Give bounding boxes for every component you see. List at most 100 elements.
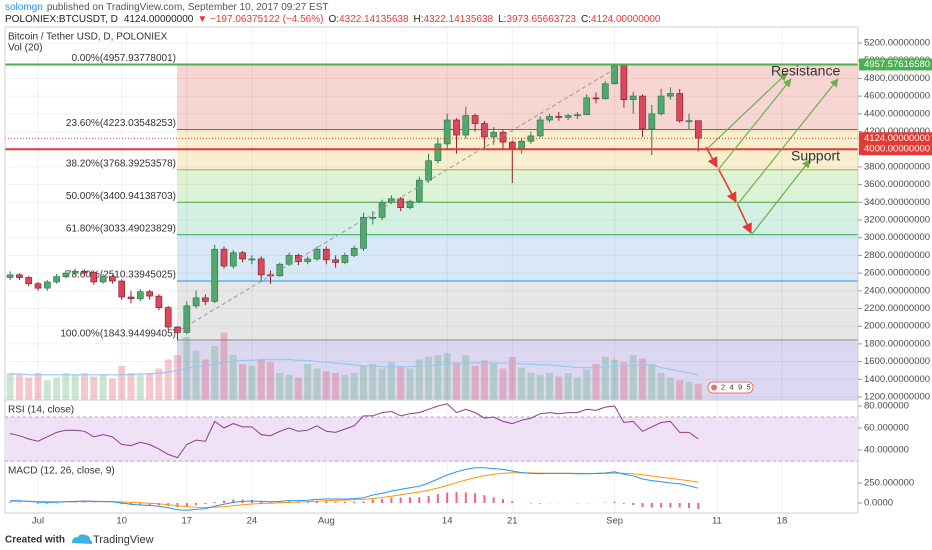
y-tick-label: 2400.00000000 (864, 285, 930, 296)
candle-body (81, 270, 88, 273)
candle-body (546, 116, 553, 121)
candle-body (53, 276, 60, 283)
candle-body (295, 255, 302, 262)
ohlc-value: 4124.00000000 (591, 14, 661, 25)
candle-body (313, 248, 321, 260)
arrow (751, 159, 811, 235)
candle-body (639, 95, 646, 130)
rsi-title: RSI (14, close) (8, 405, 74, 416)
candle-body (220, 248, 228, 267)
y-tick-label: 40.000000 (864, 445, 909, 456)
macd-histogram (37, 503, 39, 504)
arrow (717, 78, 792, 171)
candle-body (174, 326, 181, 333)
macd-histogram (427, 495, 430, 503)
volume-bar (192, 350, 200, 400)
volume-bar (15, 374, 23, 400)
volume-bar (564, 373, 572, 400)
change: ▼ −197.06375122 (−4.56%) (197, 14, 323, 25)
y-tick-label: 1600.00000000 (864, 356, 930, 367)
volume-bar (276, 373, 284, 400)
volume-bar (583, 369, 591, 400)
rsi-band (5, 416, 858, 461)
fib-label: 100.00%(1843.94499405) (60, 329, 176, 340)
volume-bar (592, 364, 600, 400)
candle-body (155, 295, 163, 308)
event-badge[interactable] (707, 381, 754, 394)
candle-body (16, 274, 23, 278)
arrow (737, 204, 752, 234)
series-title: Bitcoin / Tether USD, D, POLONIEX (8, 32, 168, 43)
macd-histogram (353, 501, 356, 503)
x-tick-label: Aug (318, 516, 335, 527)
candle-body (183, 305, 191, 333)
macd-histogram (185, 503, 188, 507)
volume-bar (406, 368, 414, 400)
candle-body (583, 97, 591, 116)
volume-bar (294, 377, 302, 400)
y-tick-label: 4200.00000000 (864, 126, 930, 137)
y-tick-label: 60.000000 (864, 422, 909, 433)
ohlc-key: L: (498, 14, 506, 25)
candle-body (481, 123, 488, 138)
candle-body (462, 115, 470, 136)
volume-bar (471, 365, 479, 400)
y-tick-label: 2000.00000000 (864, 321, 930, 332)
macd-histogram (120, 503, 123, 505)
volume-bar (490, 364, 498, 400)
candle-body (453, 119, 460, 136)
rsi-line (9, 403, 699, 459)
volume-bar (136, 374, 144, 400)
volume-bar (360, 365, 367, 400)
macd-histogram (46, 503, 49, 504)
macd-histogram (18, 502, 21, 503)
volume-bar (611, 359, 619, 400)
fib-label: 78.60%(2510.33945025) (66, 270, 176, 281)
candle-body (99, 276, 107, 283)
volume-bar (620, 362, 628, 400)
macd-histogram (492, 497, 495, 503)
ohlc-key: H: (414, 14, 424, 25)
ohlc-value: 3973.65663723 (506, 14, 576, 25)
candle-body (146, 291, 153, 297)
volume-bar (220, 332, 228, 400)
x-tick-label: Sep (606, 516, 623, 527)
macd-histogram (697, 503, 700, 509)
logo (72, 534, 93, 544)
arrow (707, 72, 788, 149)
volume-bar (229, 355, 237, 400)
candle-body (6, 274, 14, 278)
volume-bar (304, 364, 312, 400)
macd-histogram (641, 503, 644, 508)
volume-bar (350, 373, 358, 400)
volume-bar (397, 365, 405, 400)
volume-bar (155, 368, 163, 400)
candle-body (574, 114, 581, 117)
candle-body (415, 179, 423, 202)
fib-label: 38.20%(3768.39253578) (66, 158, 176, 169)
macd-histogram (362, 501, 365, 503)
candle-body (25, 277, 33, 285)
ohlc-value: 4322.14135638 (339, 14, 409, 25)
candle-body (397, 198, 405, 208)
volume-bar (508, 356, 516, 400)
volume-bar (415, 359, 423, 400)
volume-bar (164, 359, 172, 400)
ohlc-key: O: (328, 14, 339, 25)
candle-body (667, 93, 674, 97)
volume-bar (127, 373, 135, 400)
macd-histogram (650, 503, 653, 508)
candle-body (71, 270, 79, 274)
macd-histogram (269, 501, 272, 503)
candle-body (378, 201, 386, 218)
y-tick-label: 3400.00000000 (864, 197, 930, 208)
volume-bar (34, 373, 42, 400)
y-tick-label: 2800.00000000 (864, 250, 930, 261)
y-tick-label: 250.000000 (864, 478, 914, 489)
y-tick-label: 4400.00000000 (864, 108, 930, 119)
y-tick-label: 1200.00000000 (864, 392, 930, 403)
y-tick-label: 3600.00000000 (864, 179, 930, 190)
macd-histogram (688, 503, 690, 509)
macd-histogram (660, 503, 663, 508)
volume-bar (81, 373, 88, 400)
